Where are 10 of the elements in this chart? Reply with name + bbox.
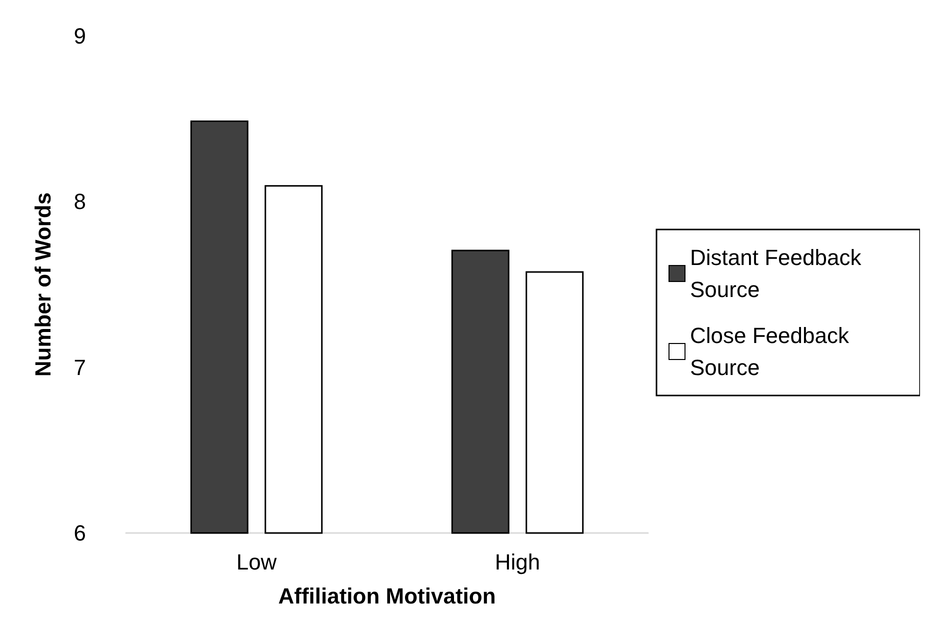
x-tick-label: High: [494, 550, 540, 574]
x-axis-title: Affiliation Motivation: [278, 584, 496, 608]
y-tick-label: 8: [74, 189, 86, 214]
y-tick-label: 9: [74, 24, 86, 48]
legend-label: Close Feedback Source: [690, 323, 856, 380]
legend-label: Distant Feedback Source: [690, 245, 868, 302]
y-axis-title: Number of Words: [30, 192, 56, 377]
y-tick-label: 7: [74, 354, 86, 380]
y-tick-label: 6: [74, 520, 86, 546]
x-tick-label: Low: [236, 550, 277, 574]
